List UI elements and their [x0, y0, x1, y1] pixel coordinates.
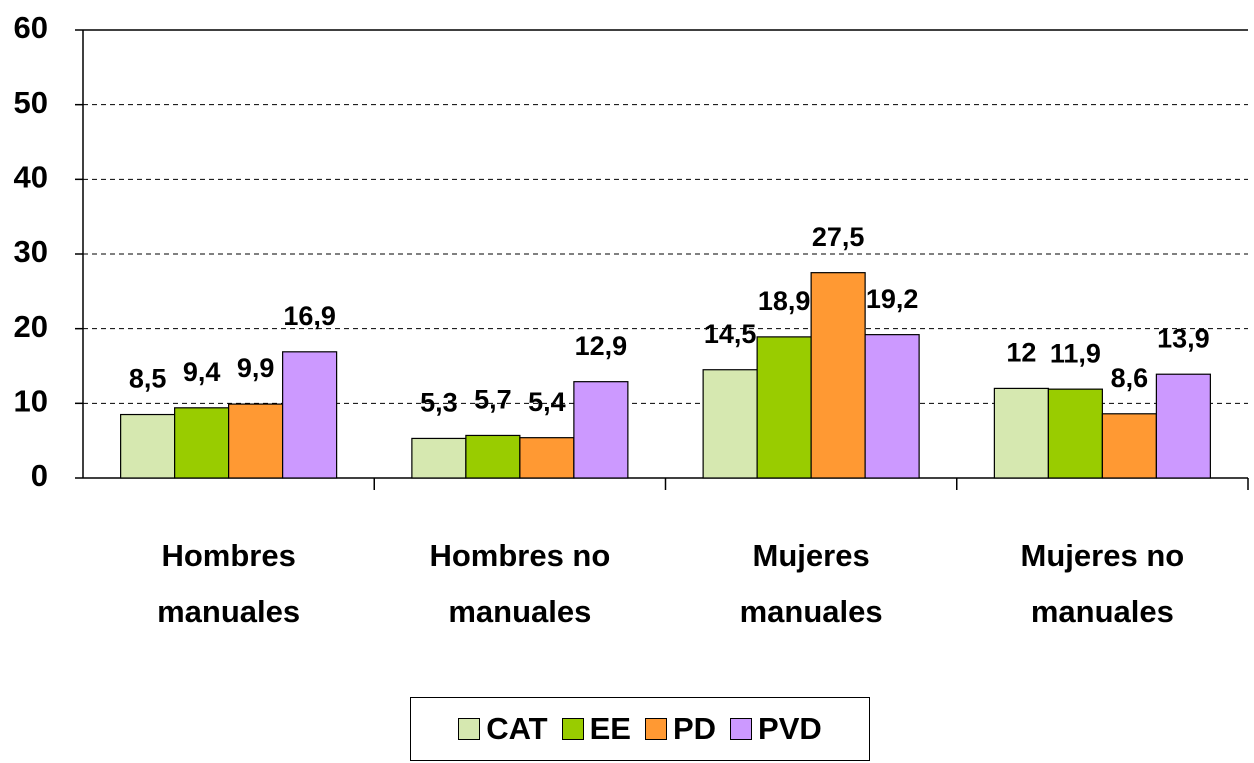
y-tick-label: 10 [14, 384, 48, 419]
bar [573, 381, 629, 479]
legend-label: PVD [758, 711, 822, 746]
x-tick-label: Hombres manuales [157, 538, 301, 629]
bar [1047, 388, 1103, 479]
bar [519, 437, 575, 479]
data-label: 5,7 [474, 385, 512, 415]
legend-swatch [644, 718, 667, 740]
data-label: 12,9 [575, 331, 628, 361]
legend-entry: CAT [458, 711, 548, 747]
legend-label: CAT [486, 711, 548, 746]
data-label: 5,4 [528, 387, 566, 417]
y-tick-label: 40 [14, 160, 48, 195]
y-tick-label: 0 [31, 458, 48, 493]
bar [864, 334, 920, 479]
y-tick-label: 20 [14, 309, 48, 344]
data-label: 18,9 [758, 286, 811, 316]
legend-swatch [561, 718, 584, 740]
data-label: 9,4 [183, 357, 221, 387]
data-label: 14,5 [704, 319, 757, 349]
legend-swatch [458, 718, 481, 740]
legend-entry: PVD [730, 711, 822, 747]
bar [810, 272, 866, 479]
bar [120, 413, 176, 479]
legend-entry: EE [561, 711, 631, 747]
data-label: 13,9 [1157, 323, 1210, 353]
y-tick-label: 60 [14, 10, 48, 45]
data-label: 8,5 [129, 364, 167, 394]
bar [465, 434, 521, 479]
data-label: 16,9 [283, 301, 336, 331]
bar [1155, 373, 1211, 479]
x-tick-label: Mujeres no manuales [1020, 538, 1185, 629]
bar [282, 351, 338, 479]
legend-swatch [730, 718, 753, 740]
data-label: 11,9 [1050, 338, 1101, 368]
bar [993, 387, 1049, 479]
data-label: 19,2 [866, 284, 919, 314]
y-tick-label: 30 [14, 234, 48, 269]
legend-label: EE [589, 711, 631, 746]
data-label: 27,5 [812, 222, 865, 252]
bar [174, 407, 230, 479]
y-tick-label: 50 [14, 85, 48, 120]
bar [702, 369, 758, 479]
legend-label: PD [672, 711, 717, 746]
bar [228, 403, 284, 479]
x-tick-label: Mujeres manuales [739, 538, 883, 629]
legend-entry: PD [644, 711, 717, 747]
legend: CAT EE PD PVD [410, 697, 870, 761]
data-label: 9,9 [237, 353, 275, 383]
bar [1101, 413, 1157, 479]
bar [756, 336, 812, 479]
bar [411, 437, 467, 479]
data-label: 8,6 [1111, 363, 1149, 393]
x-tick-label: Hombres no manuales [429, 538, 611, 629]
data-label: 12 [1006, 338, 1036, 368]
data-label: 5,3 [420, 388, 458, 418]
